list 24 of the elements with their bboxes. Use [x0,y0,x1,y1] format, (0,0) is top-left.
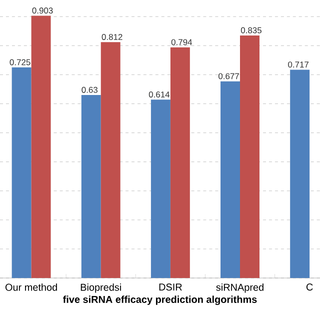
bar [240,35,260,278]
x-tick-label: DSIR [159,284,182,291]
bar [170,47,190,278]
data-label: 0.794 [171,39,192,46]
bar [150,100,170,278]
x-tick-label: Our method [5,284,57,291]
data-label: 0.677 [218,73,239,80]
x-axis-title: five siRNA efficacy prediction algorithms [63,296,257,305]
bar [81,95,101,278]
x-tick-label: siRNApred [216,284,264,293]
data-label: 0.63 [82,86,98,93]
data-label: 0.717 [288,62,308,68]
bar [12,67,32,278]
data-label: 0.835 [240,27,262,34]
bar [290,70,310,278]
bar [220,81,240,278]
bar [100,42,120,278]
bar [31,16,51,278]
data-label: 0.614 [148,91,170,98]
x-tick-label: Biopredsi [80,284,121,293]
data-label: 0.812 [102,34,122,40]
data-label: 0.725 [10,59,30,66]
data-label: 0.903 [32,8,53,14]
x-tick-label: C [306,284,313,291]
